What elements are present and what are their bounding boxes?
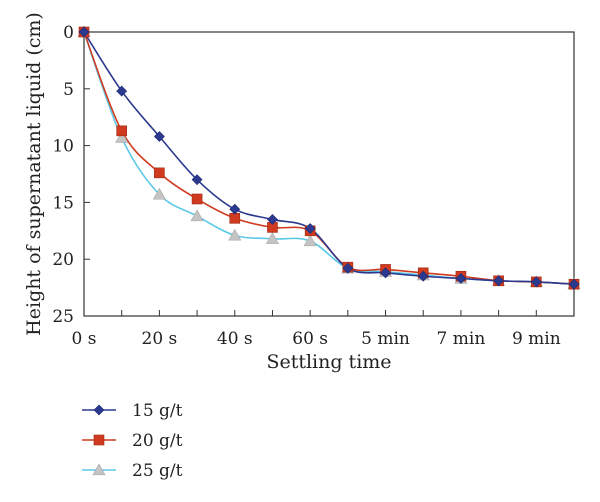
data-point: [190, 209, 204, 222]
y-tick-label: 10: [52, 137, 74, 157]
y-axis-title: Height of supernatant liquid (cm): [23, 12, 45, 336]
data-point: [417, 270, 429, 282]
legend-label: 20 g/t: [132, 431, 183, 451]
legend-label: 25 g/t: [132, 461, 183, 481]
x-tick-label: 20 s: [142, 329, 178, 349]
series-line: [83, 31, 575, 285]
y-tick-label: 25: [52, 307, 74, 327]
data-point: [191, 193, 203, 205]
series-line: [83, 31, 575, 285]
y-tick-label: 5: [63, 80, 74, 100]
data-point: [115, 131, 129, 143]
legend-marker: [92, 463, 106, 476]
legend-label: 15 g/t: [132, 401, 183, 421]
data-point: [455, 273, 467, 284]
data-point: [229, 203, 241, 215]
data-point: [303, 234, 317, 247]
legend-marker: [93, 404, 105, 416]
y-tick-label: 15: [52, 193, 74, 213]
y-tick-label: 0: [63, 23, 74, 43]
x-tick-label: 5 min: [361, 329, 410, 349]
x-tick-label: 40 s: [217, 329, 253, 349]
x-axis-title: Settling time: [266, 351, 391, 373]
x-tick-label: 9 min: [512, 329, 561, 349]
data-point: [568, 278, 580, 290]
data-point: [265, 232, 279, 244]
plot-frame: [83, 31, 575, 317]
y-tick-label: 20: [52, 250, 74, 270]
data-point: [229, 213, 241, 224]
data-point: [267, 214, 278, 225]
data-point: [493, 275, 505, 287]
series-line: [83, 31, 575, 285]
data-point: [78, 26, 90, 38]
legend-marker: [93, 434, 105, 446]
data-point: [342, 262, 354, 274]
x-tick-label: 0 s: [72, 329, 97, 349]
data-point: [116, 125, 127, 137]
data-point: [116, 85, 128, 97]
data-point: [152, 187, 166, 200]
data-point: [380, 267, 391, 279]
data-point: [191, 174, 203, 186]
data-point: [228, 228, 242, 241]
data-point: [153, 131, 165, 142]
data-point: [530, 276, 542, 288]
data-point: [304, 223, 316, 234]
data-point: [154, 167, 165, 179]
x-tick-label: 7 min: [437, 329, 486, 349]
x-tick-label: 60 s: [292, 329, 328, 349]
